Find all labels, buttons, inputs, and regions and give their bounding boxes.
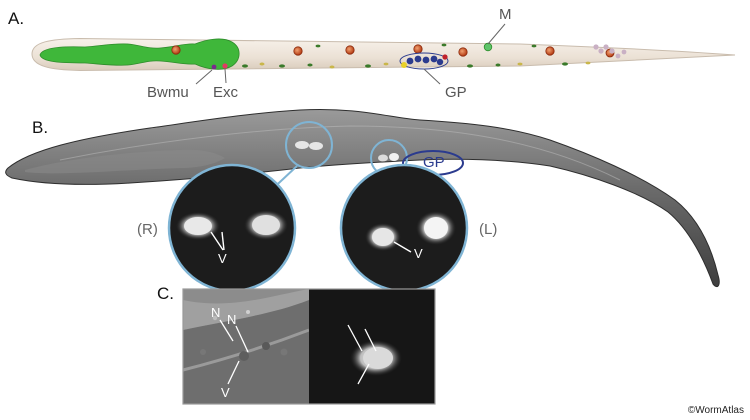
tail-cell-cluster [593,44,627,59]
fluorescence-micrograph [309,289,435,404]
label-m: M [499,6,512,23]
zoom-circle-right [285,121,333,169]
nucleus-marker [458,47,468,57]
panel-a-leader-lines [195,23,506,85]
body-nuclei [171,44,615,58]
label-n-1: N [211,305,221,320]
label-exc: Exc [213,84,239,101]
dic-worm [5,109,720,288]
m-cell [483,42,493,52]
bwmu-cell [211,64,217,70]
nucleus-marker [545,46,555,56]
exc-cell [222,63,228,69]
panel-label-c: C. [157,284,174,303]
dic-worm-pharynx [25,149,225,174]
label-bwmu: Bwmu [147,84,189,101]
nucleus-marker [171,45,181,55]
nucleus-marker [345,45,355,55]
nucleus-marker [293,46,303,56]
schematic-worm [31,23,736,85]
panel-label-b: B. [32,118,49,137]
dic-micrograph [182,289,310,404]
inset-left [339,163,469,293]
label-left-side: (L) [479,221,498,238]
pharynx-shape [39,38,240,70]
label-v-c: V [221,385,230,400]
small-cells [242,43,591,69]
panel-label-a: A. [8,9,25,28]
nucleus-marker [413,44,423,54]
gonad-primordium-cells [399,52,449,70]
label-v-left: V [414,246,423,261]
panel-c-frame [182,288,436,405]
credit-text: ©WormAtlas [687,405,744,416]
inset-right [167,163,297,293]
label-n-2: N [227,312,237,327]
label-v-right: V [218,251,227,266]
label-gp-a: GP [445,84,467,101]
label-right-side: (R) [137,221,158,238]
label-gp-b: GP [423,154,445,171]
